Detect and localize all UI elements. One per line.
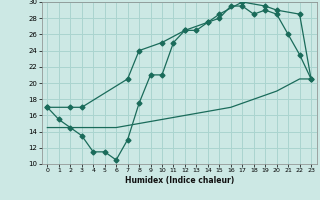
X-axis label: Humidex (Indice chaleur): Humidex (Indice chaleur) [124, 176, 234, 185]
